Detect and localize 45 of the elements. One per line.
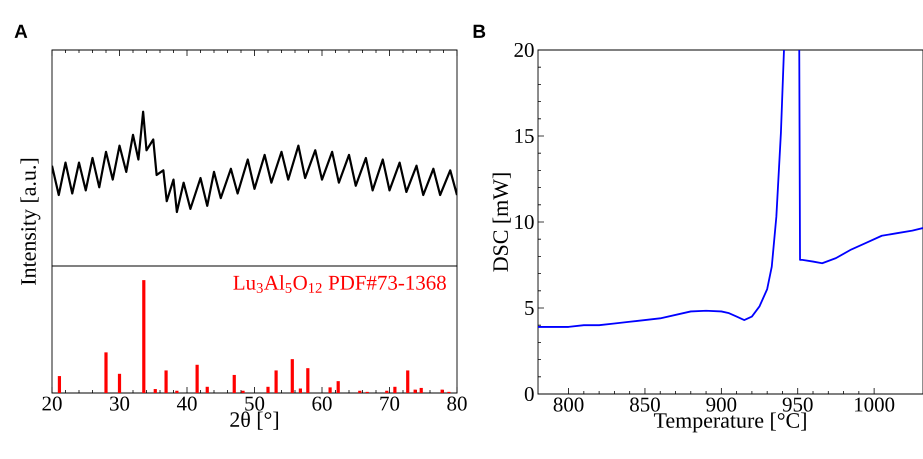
x-tick-label: 900: [706, 398, 736, 412]
bar: [414, 390, 417, 393]
x-tick-label: 80: [447, 396, 467, 411]
annotation: Lu$_{3}$Al$_{5}$O$_{12}$ PDF#73-1368: [233, 275, 446, 293]
x-tick-label: 20: [42, 396, 62, 411]
y-tick-label: 10: [515, 214, 534, 230]
x-tick-label: 950: [782, 398, 813, 412]
chart-title: A: [14, 24, 28, 38]
x-tick-label: 800: [554, 398, 584, 412]
x-tick-label: 60: [312, 396, 332, 411]
x-tick-label: 1000: [855, 398, 894, 412]
bar: [328, 387, 332, 393]
bar: [298, 388, 302, 393]
bar: [196, 364, 199, 393]
y-tick-label: 5: [525, 301, 534, 315]
bar: [154, 389, 157, 393]
bar: [164, 370, 168, 393]
bar: [406, 370, 410, 393]
bar: [274, 370, 278, 393]
x-tick-label: 850: [630, 398, 660, 412]
x-tick-label: 50: [245, 396, 264, 411]
y-axis-title: DSC [mW]: [492, 173, 511, 272]
bar: [118, 374, 122, 393]
chart-title: B: [474, 24, 486, 38]
bar: [290, 359, 294, 393]
bar: [206, 386, 209, 393]
bar: [58, 376, 62, 393]
bar: [440, 390, 444, 393]
x-axis-title: Temperature [°C]: [654, 412, 806, 432]
y-tick-label: 20: [514, 42, 534, 58]
y-tick-label: 15: [515, 128, 534, 144]
y-axis-title: Intensity [a.u.]: [20, 158, 40, 285]
x-axis-title: 2θ [°]: [230, 411, 278, 430]
y-tick-label: 0: [524, 386, 534, 402]
bar: [104, 352, 108, 393]
x-tick-label: 30: [110, 396, 130, 411]
bar: [232, 374, 236, 393]
x-tick-label: 70: [380, 396, 400, 411]
bar: [142, 280, 146, 393]
x-tick-label: 40: [176, 396, 197, 411]
bar: [266, 386, 270, 393]
bar: [336, 381, 340, 393]
bar: [393, 386, 396, 393]
bar: [306, 368, 310, 393]
bar: [420, 388, 423, 393]
